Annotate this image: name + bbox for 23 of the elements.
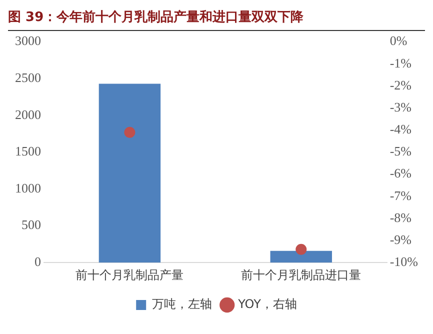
y-tick-label: 1000	[15, 180, 41, 196]
y2-tick-label: -8%	[390, 210, 412, 225]
y-tick-label: 0	[34, 254, 41, 270]
y2-tick-label: -6%	[390, 166, 412, 181]
y2-tick-label: -2%	[390, 77, 412, 92]
chart-title: 图 39：今年前十个月乳制品产量和进口量双双下降	[8, 8, 425, 31]
y2-tick-label: -9%	[390, 232, 412, 247]
y2-tick-label: -1%	[390, 55, 412, 70]
y2-tick-label: 0%	[390, 33, 408, 48]
y-tick-label: 2000	[15, 106, 41, 122]
y2-tick-label: -10%	[390, 254, 418, 270]
y2-tick-label: -3%	[390, 99, 412, 114]
y-tick-label: 1500	[15, 144, 41, 159]
legend-label: YOY，右轴	[237, 297, 297, 312]
y-tick-label: 500	[22, 217, 41, 232]
x-tick-label: 前十个月乳制品产量	[76, 268, 184, 282]
y2-tick-label: -5%	[390, 144, 412, 159]
y-tick-label: 3000	[15, 33, 41, 48]
x-tick-label: 前十个月乳制品进口量	[241, 268, 362, 282]
y-tick-label: 2500	[15, 70, 41, 86]
y2-tick-label: -4%	[390, 122, 412, 137]
legend-label: 万吨，左轴	[152, 297, 212, 312]
y2-tick-label: -7%	[390, 188, 412, 203]
